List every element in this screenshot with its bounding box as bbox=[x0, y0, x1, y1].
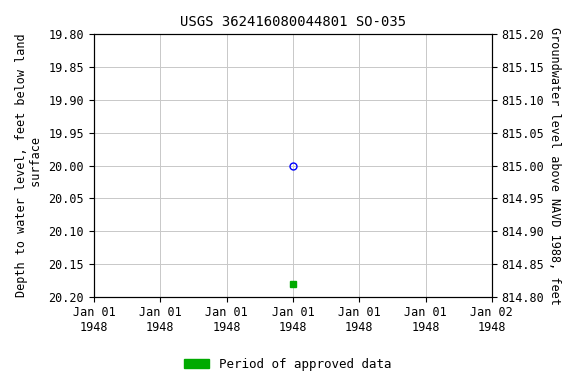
Legend: Period of approved data: Period of approved data bbox=[179, 353, 397, 376]
Y-axis label: Depth to water level, feet below land
 surface: Depth to water level, feet below land su… bbox=[15, 34, 43, 297]
Title: USGS 362416080044801 SO-035: USGS 362416080044801 SO-035 bbox=[180, 15, 406, 29]
Y-axis label: Groundwater level above NAVD 1988, feet: Groundwater level above NAVD 1988, feet bbox=[548, 26, 561, 305]
